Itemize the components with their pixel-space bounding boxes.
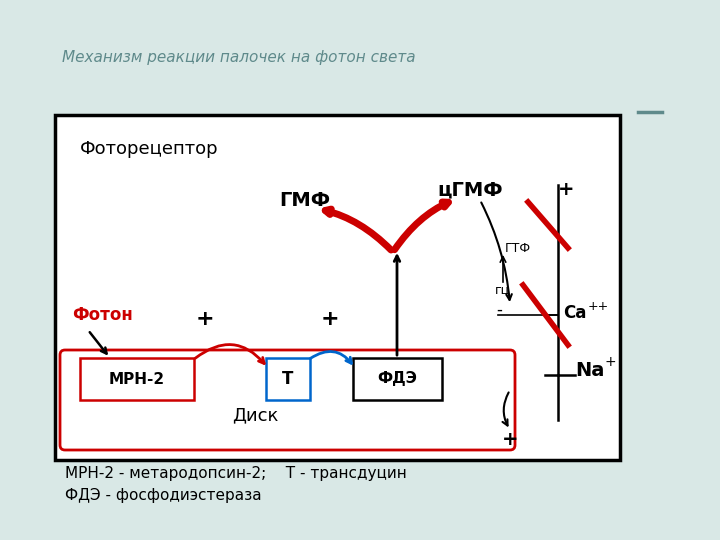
- Text: Диск: Диск: [232, 406, 278, 424]
- Text: Ca: Ca: [563, 304, 586, 322]
- Text: Na: Na: [575, 361, 604, 380]
- Text: ФДЭ: ФДЭ: [377, 372, 417, 387]
- Text: +: +: [558, 180, 575, 199]
- FancyBboxPatch shape: [55, 115, 620, 460]
- Text: гц: гц: [495, 284, 510, 296]
- Text: цГМФ: цГМФ: [437, 180, 503, 199]
- Text: ГТФ: ГТФ: [505, 241, 531, 254]
- Text: +: +: [502, 430, 518, 449]
- FancyBboxPatch shape: [266, 358, 310, 400]
- Text: ++: ++: [588, 300, 609, 314]
- Text: МРН-2 - метародопсин-2;    Т - трансдуцин: МРН-2 - метародопсин-2; Т - трансдуцин: [65, 466, 407, 481]
- Text: ГМФ: ГМФ: [279, 191, 330, 210]
- Text: МРН-2: МРН-2: [109, 372, 165, 387]
- FancyBboxPatch shape: [80, 358, 194, 400]
- Text: +: +: [605, 355, 616, 369]
- FancyBboxPatch shape: [60, 350, 515, 450]
- Text: -: -: [496, 301, 502, 319]
- Text: ФДЭ - фосфодиэстераза: ФДЭ - фосфодиэстераза: [65, 488, 261, 503]
- FancyBboxPatch shape: [353, 358, 442, 400]
- Text: Фоторецептор: Фоторецептор: [80, 140, 219, 158]
- Text: +: +: [196, 309, 215, 329]
- Text: +: +: [320, 309, 339, 329]
- Text: Фотон: Фотон: [72, 306, 132, 324]
- Text: Механизм реакции палочек на фотон света: Механизм реакции палочек на фотон света: [62, 50, 415, 65]
- Text: Т: Т: [282, 370, 294, 388]
